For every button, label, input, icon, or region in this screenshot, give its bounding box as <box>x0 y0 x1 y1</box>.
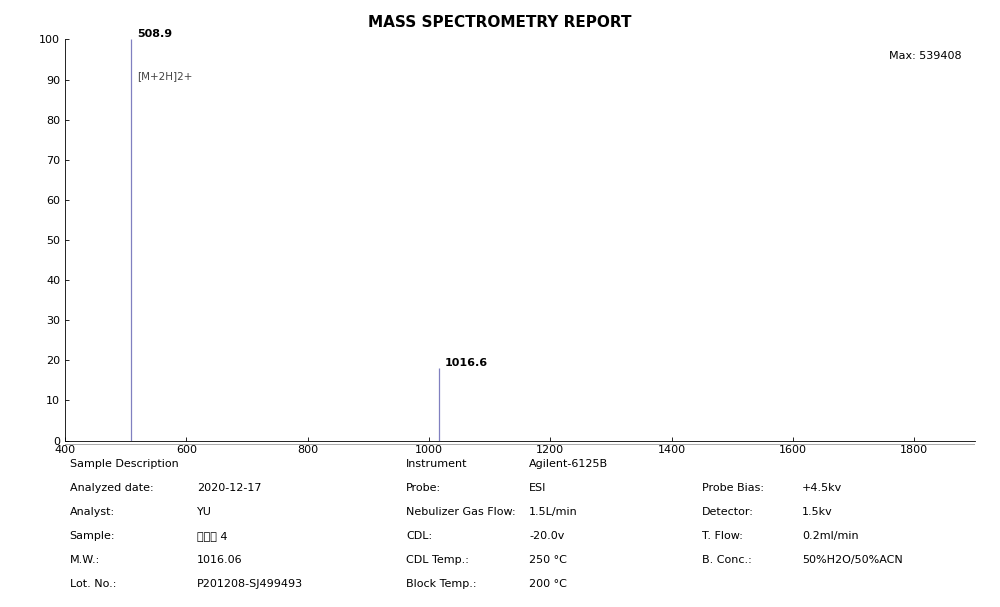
Text: Max: 539408: Max: 539408 <box>889 52 961 61</box>
Text: 1016.6: 1016.6 <box>445 358 488 368</box>
Text: Analyst:: Analyst: <box>70 507 115 517</box>
Text: YU: YU <box>197 507 212 517</box>
Text: +4.5kv: +4.5kv <box>802 483 842 493</box>
Text: 508.9: 508.9 <box>137 30 172 39</box>
Text: 1016.06: 1016.06 <box>197 555 243 565</box>
Text: MASS SPECTROMETRY REPORT: MASS SPECTROMETRY REPORT <box>368 15 632 30</box>
Text: Lot. No.:: Lot. No.: <box>70 578 116 589</box>
Text: 200 °C: 200 °C <box>529 578 567 589</box>
Text: 1.5L/min: 1.5L/min <box>529 507 578 517</box>
Text: 0.2ml/min: 0.2ml/min <box>802 531 859 541</box>
Text: CDL Temp.:: CDL Temp.: <box>406 555 469 565</box>
Text: 1.5kv: 1.5kv <box>802 507 833 517</box>
Text: Probe Bias:: Probe Bias: <box>702 483 764 493</box>
Text: Instrument: Instrument <box>406 459 468 469</box>
Text: 2020-12-17: 2020-12-17 <box>197 483 261 493</box>
Text: 50%H2O/50%ACN: 50%H2O/50%ACN <box>802 555 903 565</box>
Text: 化合物 4: 化合物 4 <box>197 531 227 541</box>
Text: M.W.:: M.W.: <box>70 555 100 565</box>
Text: Agilent-6125B: Agilent-6125B <box>529 459 608 469</box>
Text: Probe:: Probe: <box>406 483 441 493</box>
Text: Sample Description: Sample Description <box>70 459 178 469</box>
Text: T. Flow:: T. Flow: <box>702 531 743 541</box>
Text: Sample:: Sample: <box>70 531 115 541</box>
Text: -20.0v: -20.0v <box>529 531 564 541</box>
Text: [M+2H]2+: [M+2H]2+ <box>137 72 193 81</box>
Text: Block Temp.:: Block Temp.: <box>406 578 477 589</box>
Text: B. Conc.:: B. Conc.: <box>702 555 752 565</box>
Text: ESI: ESI <box>529 483 546 493</box>
Text: CDL:: CDL: <box>406 531 432 541</box>
Text: Nebulizer Gas Flow:: Nebulizer Gas Flow: <box>406 507 516 517</box>
Text: 250 °C: 250 °C <box>529 555 567 565</box>
Text: P201208-SJ499493: P201208-SJ499493 <box>197 578 303 589</box>
Text: Detector:: Detector: <box>702 507 754 517</box>
Text: Analyzed date:: Analyzed date: <box>70 483 153 493</box>
